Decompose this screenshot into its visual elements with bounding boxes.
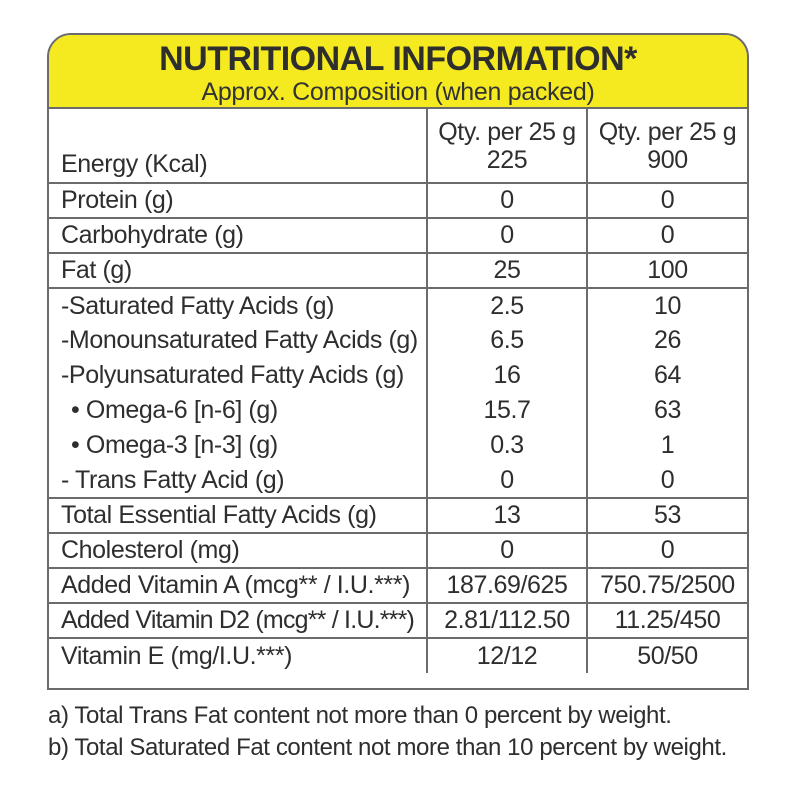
row-label: Cholesterol (mg) (49, 532, 427, 568)
table-row: Protein (g) 0 0 (49, 182, 747, 218)
row-label: -Polyunsaturated Fatty Acids (g) (61, 361, 404, 389)
table-row: -Monounsaturated Fatty Acids (g) 6.5 26 (49, 323, 747, 358)
row-value-2: 0 (586, 463, 747, 498)
footnote-a: a) Total Trans Fat content not more than… (48, 702, 672, 729)
row-label: Fat (g) (49, 252, 427, 288)
table-row: Cholesterol (mg) 0 0 (49, 532, 747, 568)
row-value-2: 0 (586, 182, 747, 218)
column-header-1: Qty. per 25 g (438, 117, 576, 146)
row-value-2: 750.75/2500 (586, 567, 747, 603)
row-value-1: 12/12 (426, 637, 587, 673)
row-label: -Monounsaturated Fatty Acids (g) (61, 326, 418, 354)
row-value-2: 0 (586, 217, 747, 253)
column-header-2: Qty. per 25 g (598, 117, 737, 146)
nutrition-header: NUTRITIONAL INFORMATION* Approx. Composi… (49, 35, 747, 109)
row-label: Protein (g) (49, 182, 427, 218)
row-value: 900 (647, 145, 688, 174)
row-value-1: 6.5 (426, 323, 587, 358)
row-label: Total Essential Fatty Acids (g) (49, 497, 427, 533)
row-value-2: 1 (586, 428, 747, 463)
row-value-1: 25 (426, 252, 587, 288)
table-row: -Polyunsaturated Fatty Acids (g) 16 64 (49, 358, 747, 393)
row-label: Energy (Kcal) (61, 150, 208, 178)
row-value-2: 63 (586, 393, 747, 428)
row-value-2: 26 (586, 323, 747, 358)
footnote-b: b) Total Saturated Fat content not more … (48, 734, 727, 761)
table-row: Added Vitamin D2 (mcg** / I.U.***) 2.81/… (49, 602, 747, 638)
row-label: Added Vitamin D2 (mcg** / I.U.***) (49, 602, 427, 638)
table-row: Total Essential Fatty Acids (g) 13 53 (49, 497, 747, 533)
table-row: • Omega-3 [n-3] (g) 0.3 1 (49, 428, 747, 463)
row-value-1: 0 (426, 182, 587, 218)
row-label: • Omega-3 [n-3] (g) (71, 431, 278, 459)
nutrition-title: NUTRITIONAL INFORMATION* (159, 40, 637, 78)
table-row: • Omega-6 [n-6] (g) 15.7 63 (49, 393, 747, 428)
table-row: Fat (g) 25 100 (49, 252, 747, 288)
row-value-2: 50/50 (586, 637, 747, 673)
row-label: - Trans Fatty Acid (g) (61, 465, 285, 494)
row-value-1: 2.5 (426, 287, 587, 323)
row-value-1: 0 (426, 463, 587, 498)
row-value-1: 0 (426, 532, 587, 568)
row-label: • Omega-6 [n-6] (g) (71, 396, 278, 424)
row-label: Carbohydrate (g) (49, 217, 427, 253)
table-row: Carbohydrate (g) 0 0 (49, 217, 747, 253)
table-row: Vitamin E (mg/I.U.***) 12/12 50/50 (49, 637, 747, 673)
table-row: Added Vitamin A (mcg** / I.U.***) 187.69… (49, 567, 747, 603)
row-value-2: 64 (586, 358, 747, 393)
row-value-1: Qty. per 25 g 225 (426, 109, 587, 183)
row-value: 225 (486, 145, 528, 174)
row-value-2: 0 (586, 532, 747, 568)
nutrition-subtitle: Approx. Composition (when packed) (201, 78, 595, 106)
row-value-1: 0.3 (426, 428, 587, 463)
row-label: Added Vitamin A (mcg** / I.U.***) (49, 567, 427, 603)
row-value-1: 187.69/625 (426, 567, 587, 603)
table-row: - Trans Fatty Acid (g) 0 0 (49, 463, 747, 498)
row-value-2: 10 (586, 287, 747, 323)
row-label: -Saturated Fatty Acids (g) (49, 287, 427, 323)
nutrition-panel: NUTRITIONAL INFORMATION* Approx. Composi… (47, 33, 749, 690)
row-value-1: 0 (426, 217, 587, 253)
table-row: Energy (Kcal) Qty. per 25 g 225 Qty. per… (49, 109, 747, 183)
row-value-2: 53 (586, 497, 747, 533)
row-label: Vitamin E (mg/I.U.***) (49, 637, 427, 673)
row-value-1: 2.81/112.50 (426, 602, 587, 638)
row-value-1: 16 (426, 358, 587, 393)
table-row: -Saturated Fatty Acids (g) 2.5 10 (49, 287, 747, 323)
row-value-2: 11.25/450 (586, 602, 747, 638)
row-value-2: 100 (586, 252, 747, 288)
row-value-1: 13 (426, 497, 587, 533)
nutrition-table: Energy (Kcal) Qty. per 25 g 225 Qty. per… (49, 109, 747, 673)
row-value-2: Qty. per 25 g 900 (586, 109, 747, 183)
row-value-1: 15.7 (426, 393, 587, 428)
